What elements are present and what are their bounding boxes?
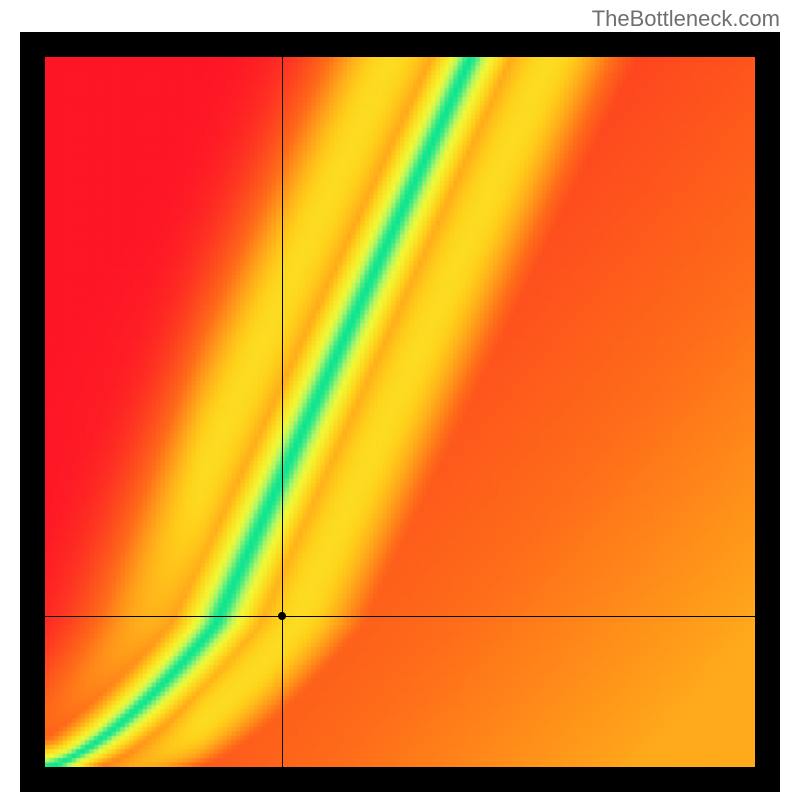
watermark-text: TheBottleneck.com [592, 6, 780, 32]
chart-frame [20, 32, 780, 792]
crosshair-vertical [282, 57, 283, 767]
crosshair-horizontal [45, 616, 755, 617]
crosshair-marker-dot [278, 612, 286, 620]
bottleneck-heatmap [45, 57, 755, 767]
